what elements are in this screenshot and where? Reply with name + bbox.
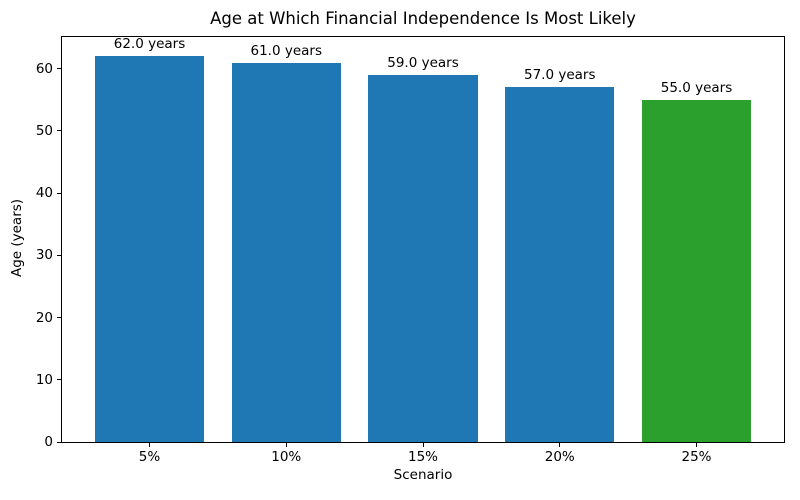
x-tick-label: 20%: [544, 449, 575, 465]
y-tick-mark: [57, 317, 61, 319]
bar-value-label: 55.0 years: [660, 79, 733, 96]
bar-15%: [368, 74, 478, 442]
x-tick-mark: [149, 443, 150, 447]
x-tick-mark: [695, 443, 697, 447]
bar-10%: [231, 62, 341, 442]
y-tick-mark: [57, 68, 61, 70]
y-tick-label: 30: [35, 247, 53, 264]
bar-value-label: 62.0 years: [113, 36, 186, 53]
x-tick-mark: [559, 443, 561, 447]
bar-value-label: 59.0 years: [387, 54, 459, 71]
x-tick-label: 15%: [407, 449, 439, 465]
x-tick-label: 10%: [271, 449, 302, 465]
chart-title: Age at Which Financial Independence Is M…: [210, 9, 636, 28]
y-tick-label: 10: [35, 371, 53, 388]
bar-20%: [505, 87, 615, 442]
bar-value-label: 61.0 years: [250, 42, 323, 59]
bar-5%: [94, 56, 205, 442]
y-tick-label: 0: [44, 434, 53, 450]
y-tick-mark: [57, 130, 61, 132]
y-tick-label: 40: [35, 185, 53, 202]
y-tick-mark: [57, 441, 61, 443]
y-tick-label: 50: [35, 122, 53, 139]
bar-value-label: 57.0 years: [523, 67, 596, 84]
y-tick-label: 60: [35, 60, 53, 77]
plot-area: 62.0 years 5% 61.0 years 10% 59.0 years 15% 57…: [36, 36, 785, 465]
x-tick-mark: [285, 443, 287, 447]
x-axis-label: Scenario: [393, 467, 453, 483]
y-tick-mark: [57, 379, 61, 381]
x-tick-mark: [422, 443, 424, 447]
x-tick-label: 25%: [681, 449, 712, 465]
x-tick-label: 5%: [138, 449, 161, 465]
y-axis-label: Age (years): [9, 198, 25, 278]
y-tick-mark: [57, 254, 61, 256]
y-tick-mark: [57, 192, 61, 194]
bar-25%: [641, 99, 752, 442]
y-tick-label: 20: [35, 309, 53, 326]
